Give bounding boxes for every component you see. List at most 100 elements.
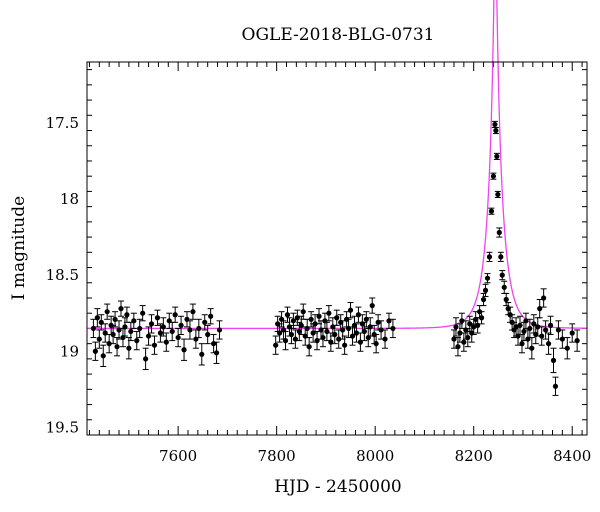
data-point	[538, 326, 545, 346]
data-point	[148, 314, 155, 334]
data-marker	[316, 313, 322, 319]
data-point	[341, 335, 348, 355]
data-marker	[126, 345, 132, 351]
data-point	[272, 335, 279, 355]
data-marker	[190, 309, 196, 315]
data-marker	[490, 173, 497, 179]
y-tick-label: 19.5	[46, 418, 79, 436]
data-point	[347, 302, 354, 319]
data-point	[198, 343, 205, 366]
data-marker	[134, 338, 140, 344]
data-point	[486, 251, 493, 262]
data-marker	[216, 327, 223, 333]
data-point	[117, 300, 124, 317]
data-marker	[110, 331, 116, 338]
data-point	[175, 327, 182, 348]
data-point	[518, 334, 525, 354]
data-marker	[550, 357, 557, 363]
data-point	[184, 311, 190, 328]
data-marker	[273, 342, 279, 348]
data-point	[480, 292, 487, 307]
data-marker	[143, 356, 149, 362]
data-marker	[378, 327, 384, 333]
data-marker	[517, 322, 523, 328]
data-marker	[574, 338, 580, 344]
data-marker	[94, 315, 100, 321]
data-marker	[140, 310, 146, 316]
data-marker	[332, 331, 338, 338]
data-marker	[284, 312, 291, 318]
data-marker	[390, 325, 396, 332]
data-point	[490, 172, 497, 180]
data-point	[373, 334, 380, 354]
data-point	[542, 320, 549, 340]
data-marker	[124, 312, 130, 318]
x-tick-label: 8000	[356, 447, 394, 465]
data-marker	[187, 327, 193, 333]
data-marker	[151, 342, 158, 348]
data-marker	[480, 296, 487, 303]
data-point	[189, 303, 196, 320]
data-point	[169, 321, 176, 342]
data-point	[163, 332, 170, 352]
data-point	[136, 318, 143, 339]
data-point	[499, 270, 506, 281]
data-marker	[100, 353, 106, 359]
data-point	[550, 347, 557, 374]
data-marker	[340, 327, 346, 333]
data-marker	[486, 254, 493, 260]
axis-ticks	[87, 62, 587, 436]
data-marker	[175, 334, 181, 341]
data-marker	[361, 328, 367, 335]
data-point	[494, 190, 501, 198]
data-marker	[196, 325, 202, 332]
data-marker	[145, 333, 152, 339]
data-marker	[494, 153, 500, 159]
data-point	[536, 299, 543, 319]
data-point	[491, 120, 498, 128]
data-point	[181, 338, 188, 361]
data-marker	[529, 345, 535, 351]
data-marker	[131, 318, 137, 324]
data-marker	[208, 313, 214, 319]
data-marker	[355, 312, 362, 318]
data-marker	[306, 344, 312, 350]
data-point	[290, 312, 297, 329]
y-axis-title: I magnitude	[9, 196, 29, 300]
data-point	[482, 283, 489, 297]
data-marker	[552, 383, 559, 389]
x-tick-label: 8400	[553, 447, 591, 465]
data-point	[492, 126, 499, 135]
plot-frame	[86, 61, 588, 436]
data-marker	[148, 321, 155, 327]
data-point	[496, 227, 503, 238]
data-marker	[484, 275, 491, 281]
data-point	[192, 329, 199, 349]
data-marker	[288, 331, 295, 338]
data-point	[493, 152, 500, 160]
data-point	[157, 323, 164, 343]
data-point	[382, 329, 389, 349]
model-curve	[87, 0, 588, 330]
data-marker	[519, 341, 525, 347]
data-marker	[296, 328, 302, 335]
data-marker	[539, 333, 545, 339]
data-point	[210, 334, 217, 354]
data-point	[178, 315, 185, 336]
data-marker	[382, 336, 388, 342]
data-point	[547, 315, 554, 336]
data-marker	[541, 295, 547, 301]
data-point	[201, 314, 208, 331]
data-marker	[96, 336, 102, 342]
data-marker	[282, 338, 289, 344]
data-marker	[172, 312, 178, 318]
data-point	[207, 308, 214, 325]
data-marker	[496, 229, 502, 236]
data-marker	[547, 322, 554, 328]
data-point	[127, 321, 134, 342]
data-marker	[495, 191, 501, 198]
data-point	[574, 329, 581, 352]
data-marker	[482, 287, 489, 293]
x-tick-label: 7600	[159, 447, 197, 465]
data-point	[114, 337, 121, 357]
